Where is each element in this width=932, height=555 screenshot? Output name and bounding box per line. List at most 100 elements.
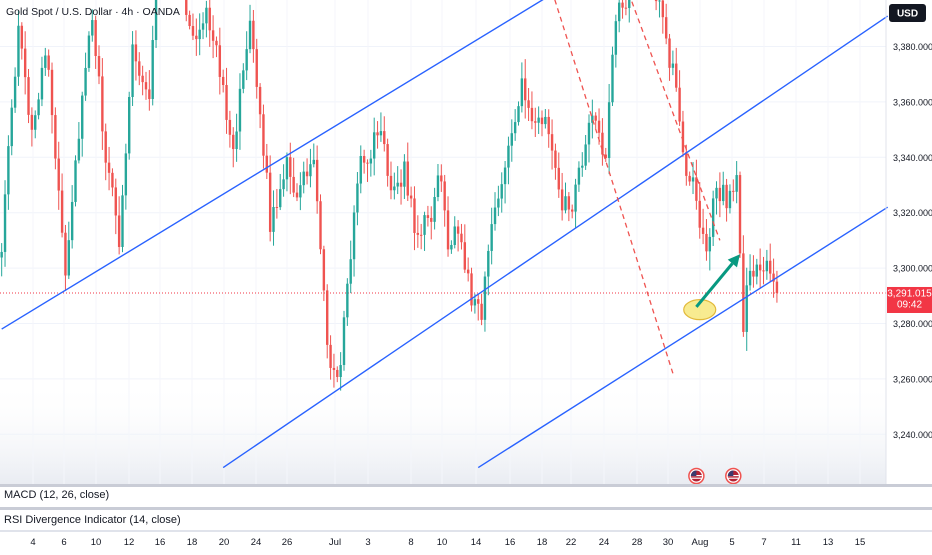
- candle-body: [289, 157, 292, 177]
- bullish-arrow[interactable]: [695, 254, 741, 308]
- candle-body: [685, 152, 688, 176]
- time-tick-label: 3: [365, 537, 370, 548]
- time-tick-label: 12: [124, 537, 135, 548]
- candle-body: [554, 150, 557, 168]
- candle-body: [601, 132, 604, 155]
- candle-body: [490, 224, 493, 251]
- panel-separator: [0, 484, 932, 487]
- candle-body: [383, 131, 386, 145]
- time-tick-label: 11: [791, 537, 801, 548]
- drawings-layer[interactable]: [1, 0, 889, 485]
- rsi-indicator-label[interactable]: RSI Divergence Indicator (14, close): [4, 514, 181, 526]
- candle-body: [591, 115, 594, 123]
- candle-body: [654, 0, 658, 2]
- flag-canton: [727, 470, 734, 476]
- candle-body: [124, 153, 128, 196]
- time-axis[interactable]: 4 6 10 12 16 18 20 24 26 Jul 3 8 10 14 16 18 22 24 28 30 Aug…: [30, 537, 865, 548]
- candle-body: [205, 7, 208, 24]
- currency-button[interactable]: USD: [889, 4, 926, 22]
- candle-body: [81, 95, 84, 139]
- time-tick-label: 28: [632, 537, 643, 548]
- candle-body: [3, 194, 7, 252]
- panel-separator: [0, 530, 932, 532]
- candle-body: [349, 259, 352, 284]
- candle-body: [117, 215, 121, 247]
- candle-body: [440, 175, 443, 182]
- candle-body: [614, 21, 618, 55]
- candle-body: [329, 344, 332, 368]
- time-tick-label: 24: [251, 537, 262, 548]
- candle-body: [540, 117, 544, 125]
- candle-body: [436, 175, 440, 198]
- candle-body: [473, 299, 477, 306]
- candle-body: [527, 100, 530, 108]
- us-event-flag-1[interactable]: [688, 467, 705, 485]
- candle-body: [326, 290, 329, 345]
- candle-body: [188, 14, 191, 27]
- candle-body: [285, 157, 289, 180]
- candle-body: [403, 161, 406, 187]
- middle-channel-line[interactable]: [222, 15, 889, 469]
- candle-body: [104, 131, 107, 163]
- candle-body: [487, 250, 490, 277]
- arrow-shaft: [695, 262, 734, 308]
- candle-body: [242, 70, 245, 89]
- candle-body: [698, 200, 701, 228]
- candle-body: [419, 234, 423, 236]
- candle-body: [342, 317, 346, 366]
- lower-channel-line[interactable]: [477, 206, 889, 469]
- candle-body: [70, 201, 74, 241]
- candle-body: [60, 190, 64, 233]
- candle-body: [772, 273, 775, 282]
- candle-body: [466, 269, 470, 274]
- candle-body: [722, 184, 725, 202]
- candle-body: [191, 26, 195, 36]
- candle-body: [54, 115, 57, 159]
- price-tick-label: 3,380.000: [893, 42, 932, 52]
- candle-body: [621, 2, 624, 8]
- candle-body: [252, 20, 255, 50]
- wedge-lower-line[interactable]: [552, 0, 674, 374]
- candle-body: [480, 303, 483, 320]
- upper-channel-line[interactable]: [1, 0, 667, 330]
- candle-body: [423, 215, 426, 235]
- price-tick-label: 3,300.000: [893, 264, 932, 274]
- candle-body: [577, 167, 581, 185]
- candle-body: [37, 99, 40, 116]
- candle-body: [544, 116, 547, 125]
- us-event-flag-2[interactable]: [725, 467, 742, 485]
- time-tick-label: 10: [437, 537, 448, 548]
- candle-body: [581, 165, 584, 168]
- candle-body: [708, 236, 712, 252]
- candle-body: [534, 121, 537, 123]
- panel-separator: [0, 507, 932, 510]
- candle-body: [762, 270, 765, 272]
- candle-body: [356, 183, 359, 213]
- candle-body: [339, 365, 342, 378]
- candle-body: [265, 155, 269, 173]
- candle-body: [409, 195, 413, 199]
- candle-body: [497, 198, 500, 208]
- macd-indicator-label[interactable]: MACD (12, 26, close): [4, 489, 110, 501]
- candle-body: [255, 49, 258, 87]
- candle-body: [399, 182, 403, 187]
- candle-body: [477, 299, 480, 304]
- candle-body: [208, 7, 211, 31]
- candle-body: [584, 144, 587, 166]
- time-tick-label: 13: [823, 537, 834, 548]
- price-tick-label: 3,320.000: [893, 208, 932, 218]
- candle-body: [765, 260, 769, 272]
- candle-body: [594, 115, 597, 121]
- price-axis[interactable]: 3,240.000 3,260.000 3,280.000 3,300.000 3,32…: [885, 0, 932, 484]
- candle-body: [413, 198, 416, 233]
- candle-body: [661, 0, 665, 18]
- candle-body: [705, 233, 708, 252]
- candle-body: [587, 122, 591, 145]
- candle-body: [201, 23, 205, 30]
- support-highlight[interactable]: [683, 299, 717, 321]
- price-tick-label: 3,340.000: [893, 153, 932, 163]
- candle-body: [624, 7, 628, 9]
- candle-body: [312, 159, 315, 165]
